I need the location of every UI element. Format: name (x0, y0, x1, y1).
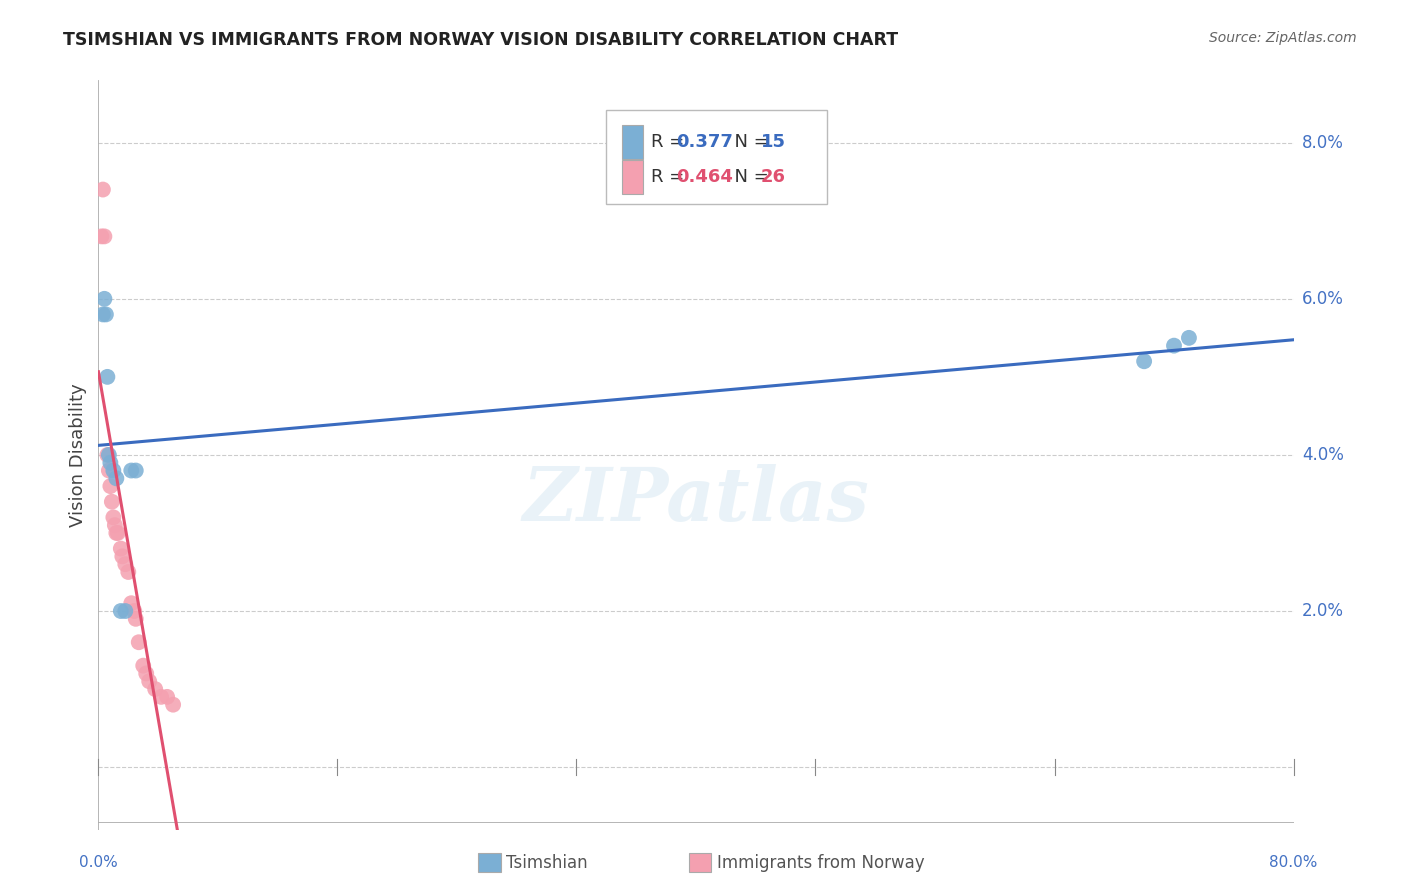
Point (120, 596, 142, 610)
Text: 0.0%: 0.0% (79, 855, 118, 870)
Point (124, 604, 146, 618)
Text: N =: N = (724, 168, 775, 186)
Point (104, 518, 127, 533)
Point (156, 690, 179, 704)
Point (110, 541, 132, 556)
Point (1163, 338, 1185, 352)
Point (91, 307, 114, 321)
Point (107, 526, 129, 541)
Point (98, 456, 122, 470)
Point (114, 604, 136, 618)
Text: 2.0%: 2.0% (1302, 602, 1344, 620)
Point (103, 510, 125, 524)
Point (1133, 354, 1156, 368)
Text: 80.0%: 80.0% (1270, 855, 1317, 870)
Text: R =: R = (651, 168, 689, 186)
Point (114, 557, 136, 572)
Text: 6.0%: 6.0% (1302, 290, 1344, 308)
Point (105, 526, 128, 541)
Point (93, 292, 115, 306)
Point (96, 448, 118, 462)
Point (117, 565, 139, 579)
Point (110, 604, 132, 618)
Text: 15: 15 (761, 134, 786, 152)
Text: 4.0%: 4.0% (1302, 446, 1344, 464)
Text: 0.377: 0.377 (676, 134, 733, 152)
Point (143, 681, 166, 696)
Text: Tsimshian: Tsimshian (506, 854, 588, 871)
Text: R =: R = (651, 134, 689, 152)
Text: 8.0%: 8.0% (1302, 134, 1344, 152)
Point (125, 612, 148, 626)
Point (120, 464, 142, 478)
Point (105, 471, 128, 485)
Point (103, 464, 125, 478)
Point (162, 698, 184, 712)
Point (93, 229, 115, 244)
Point (111, 549, 134, 564)
Point (98, 479, 122, 493)
Point (125, 464, 148, 478)
Point (101, 494, 124, 508)
Text: N =: N = (724, 134, 775, 152)
Point (1178, 331, 1201, 345)
Y-axis label: Vision Disability: Vision Disability (69, 383, 87, 527)
Point (94, 307, 117, 321)
Point (138, 674, 160, 689)
Point (91, 182, 114, 196)
Point (132, 658, 155, 673)
Text: Immigrants from Norway: Immigrants from Norway (717, 854, 925, 871)
Bar (621, 161, 644, 194)
Text: Source: ZipAtlas.com: Source: ZipAtlas.com (1209, 31, 1357, 45)
Point (135, 666, 157, 681)
FancyBboxPatch shape (606, 111, 827, 204)
Text: ZIPatlas: ZIPatlas (523, 464, 869, 536)
Text: TSIMSHIAN VS IMMIGRANTS FROM NORWAY VISION DISABILITY CORRELATION CHART: TSIMSHIAN VS IMMIGRANTS FROM NORWAY VISI… (63, 31, 898, 49)
Bar (621, 125, 644, 159)
Text: 26: 26 (761, 168, 786, 186)
Text: 0.464: 0.464 (676, 168, 733, 186)
Point (97, 464, 120, 478)
Point (90, 229, 112, 244)
Point (97, 448, 120, 462)
Point (128, 635, 150, 649)
Point (150, 690, 173, 704)
Point (96, 369, 118, 384)
